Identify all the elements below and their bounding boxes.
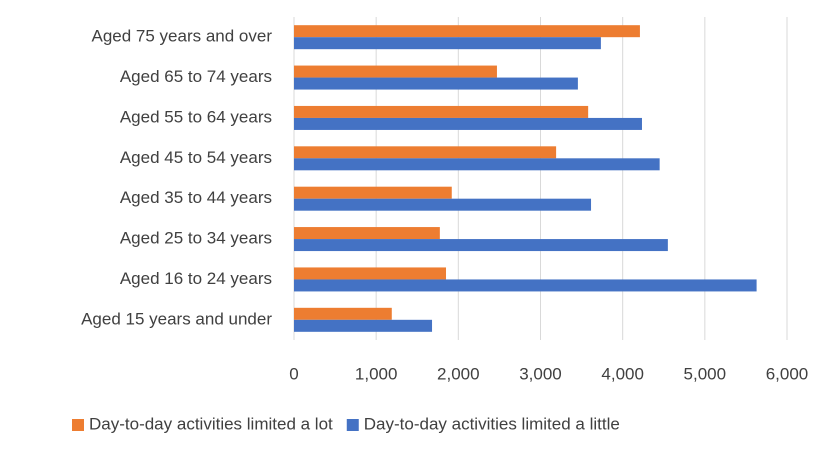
bar: [294, 77, 578, 90]
y-tick-label: Aged 35 to 44 years: [120, 188, 272, 207]
bar: [294, 158, 660, 171]
bar: [294, 198, 592, 211]
y-tick-label: Aged 16 to 24 years: [120, 269, 272, 288]
y-tick-label: Aged 55 to 64 years: [120, 107, 272, 126]
y-tick-label: Aged 25 to 34 years: [120, 229, 272, 248]
bar: [294, 307, 392, 320]
x-tick-label: 3,000: [519, 364, 562, 383]
bar: [294, 239, 668, 252]
bar: [294, 319, 433, 332]
bar: [294, 227, 440, 240]
bar: [294, 186, 452, 199]
x-tick-label: 2,000: [437, 364, 480, 383]
bar: [294, 146, 557, 159]
bar: [294, 267, 447, 280]
bar: [294, 65, 497, 78]
bar: [294, 117, 642, 130]
x-tick-label: 5,000: [684, 364, 727, 383]
bar: [294, 25, 640, 38]
y-tick-label: Aged 65 to 74 years: [120, 67, 272, 86]
legend-label: Day-to-day activities limited a little: [364, 414, 620, 433]
x-tick-label: 0: [289, 364, 298, 383]
legend-label: Day-to-day activities limited a lot: [89, 414, 333, 433]
x-tick-label: 4,000: [601, 364, 644, 383]
bar: [294, 279, 757, 292]
x-tick-label: 6,000: [766, 364, 809, 383]
bar: [294, 37, 601, 50]
legend-swatch: [346, 419, 359, 431]
legend-swatch: [72, 419, 84, 431]
bar: [294, 105, 589, 118]
y-tick-label: Aged 15 years and under: [81, 309, 272, 328]
x-tick-label: 1,000: [355, 364, 398, 383]
y-tick-label: Aged 45 to 54 years: [120, 148, 272, 167]
y-tick-label: Aged 75 years and over: [91, 27, 272, 46]
